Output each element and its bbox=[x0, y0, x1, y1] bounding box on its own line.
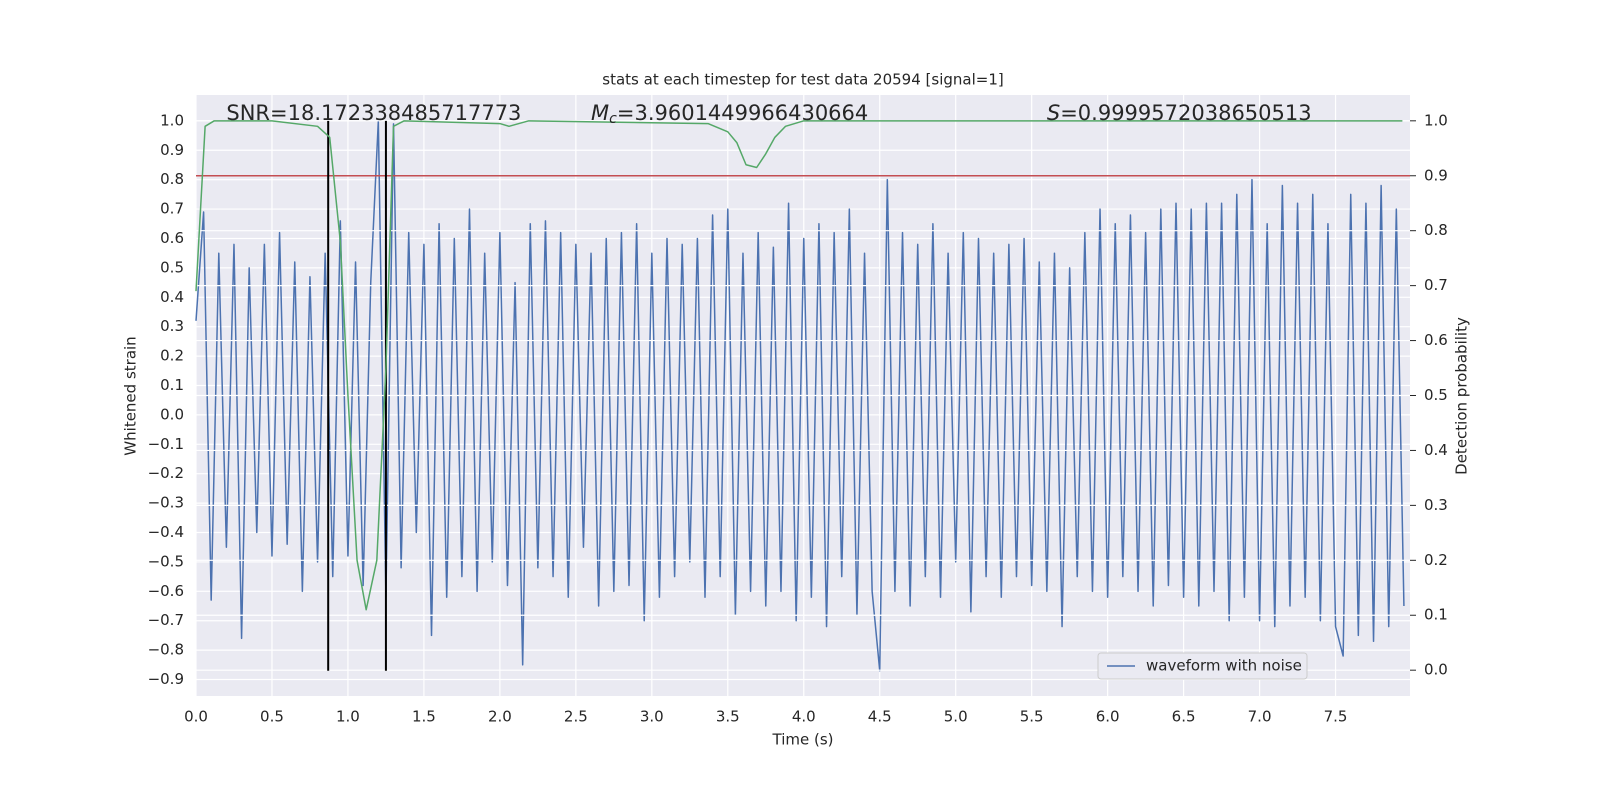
y-tick-label: 0.0 bbox=[160, 405, 184, 423]
y2-tick-label: 0.5 bbox=[1424, 386, 1448, 404]
annotation: S=0.9999572038650513 bbox=[1047, 101, 1312, 125]
x-axis-label: Time (s) bbox=[772, 731, 834, 749]
data-line bbox=[195, 120, 1403, 611]
y2-tick-label: 0.8 bbox=[1424, 221, 1448, 239]
annotation-symbol: S bbox=[1047, 101, 1060, 125]
y-tick-label: 0.4 bbox=[160, 288, 184, 306]
y-tick-label: 0.6 bbox=[160, 229, 184, 247]
y-tick-label: 0.8 bbox=[160, 170, 184, 188]
x-tick-label: 0.5 bbox=[260, 708, 284, 726]
x-tick-label: 5.0 bbox=[944, 708, 968, 726]
y2-tick-label: 0.7 bbox=[1424, 276, 1448, 294]
y2-tick-label: 1.0 bbox=[1424, 111, 1448, 129]
x-tick-label: 6.5 bbox=[1172, 708, 1196, 726]
legend-label: waveform with noise bbox=[1146, 657, 1302, 675]
annotation: SNR=18.172338485717773 bbox=[226, 101, 521, 125]
x-tick-label: 5.5 bbox=[1020, 708, 1044, 726]
x-tick-label: 1.0 bbox=[336, 708, 360, 726]
x-tick-label: 7.5 bbox=[1324, 708, 1348, 726]
y-tick-label: 0.1 bbox=[160, 376, 184, 394]
y2-tick-label: 0.0 bbox=[1424, 661, 1448, 679]
y2-tick-label: 0.9 bbox=[1424, 166, 1448, 184]
x-tick-label: 6.0 bbox=[1096, 708, 1120, 726]
x-tick-label: 4.5 bbox=[868, 708, 892, 726]
y2-tick-label: 0.6 bbox=[1424, 331, 1448, 349]
y-tick-label: −0.6 bbox=[148, 582, 184, 600]
y-tick-label: −0.4 bbox=[148, 523, 184, 541]
x-tick-label: 7.0 bbox=[1248, 708, 1272, 726]
annotation-text: SNR=18.172338485717773 bbox=[226, 101, 521, 125]
y-tick-label: 1.0 bbox=[160, 111, 184, 129]
x-tick-label: 0.0 bbox=[184, 708, 208, 726]
annotation-text: =0.9999572038650513 bbox=[1060, 101, 1311, 125]
y-tick-label: −0.8 bbox=[148, 641, 184, 659]
y-tick-label: −0.1 bbox=[148, 435, 184, 453]
y-tick-label: −0.3 bbox=[148, 494, 184, 512]
x-tick-label: 3.0 bbox=[640, 708, 664, 726]
x-tick-label: 4.0 bbox=[792, 708, 816, 726]
y2-tick-label: 0.1 bbox=[1424, 606, 1448, 624]
annotation-symbol: M bbox=[591, 101, 609, 125]
y2-tick-label: 0.3 bbox=[1424, 496, 1448, 514]
y-axis-label: Whitened strain bbox=[122, 336, 140, 455]
chart-title: stats at each timestep for test data 205… bbox=[602, 71, 1003, 89]
y-tick-label: −0.9 bbox=[148, 670, 184, 688]
y-tick-label: −0.7 bbox=[148, 611, 184, 629]
y-tick-label: 0.3 bbox=[160, 317, 184, 335]
y-tick-label: −0.5 bbox=[148, 552, 184, 570]
x-tick-label: 2.0 bbox=[488, 708, 512, 726]
y2-axis-label: Detection probability bbox=[1453, 317, 1471, 475]
legend-box bbox=[1097, 652, 1308, 680]
x-tick-label: 3.5 bbox=[716, 708, 740, 726]
y-tick-label: −0.2 bbox=[148, 464, 184, 482]
annotation-text: =3.9601449966430664 bbox=[617, 101, 868, 125]
x-tick-label: 1.5 bbox=[412, 708, 436, 726]
y-tick-label: 0.7 bbox=[160, 200, 184, 218]
annotation: Mc=3.9601449966430664 bbox=[591, 101, 868, 127]
y-tick-label: 0.5 bbox=[160, 258, 184, 276]
annotation-subscript: c bbox=[609, 111, 617, 127]
y2-tick-label: 0.4 bbox=[1424, 441, 1448, 459]
y-tick-label: 0.2 bbox=[160, 347, 184, 365]
x-tick-label: 2.5 bbox=[564, 708, 588, 726]
y-tick-label: 0.9 bbox=[160, 141, 184, 159]
y2-tick-label: 0.2 bbox=[1424, 551, 1448, 569]
data-line bbox=[195, 120, 1405, 672]
